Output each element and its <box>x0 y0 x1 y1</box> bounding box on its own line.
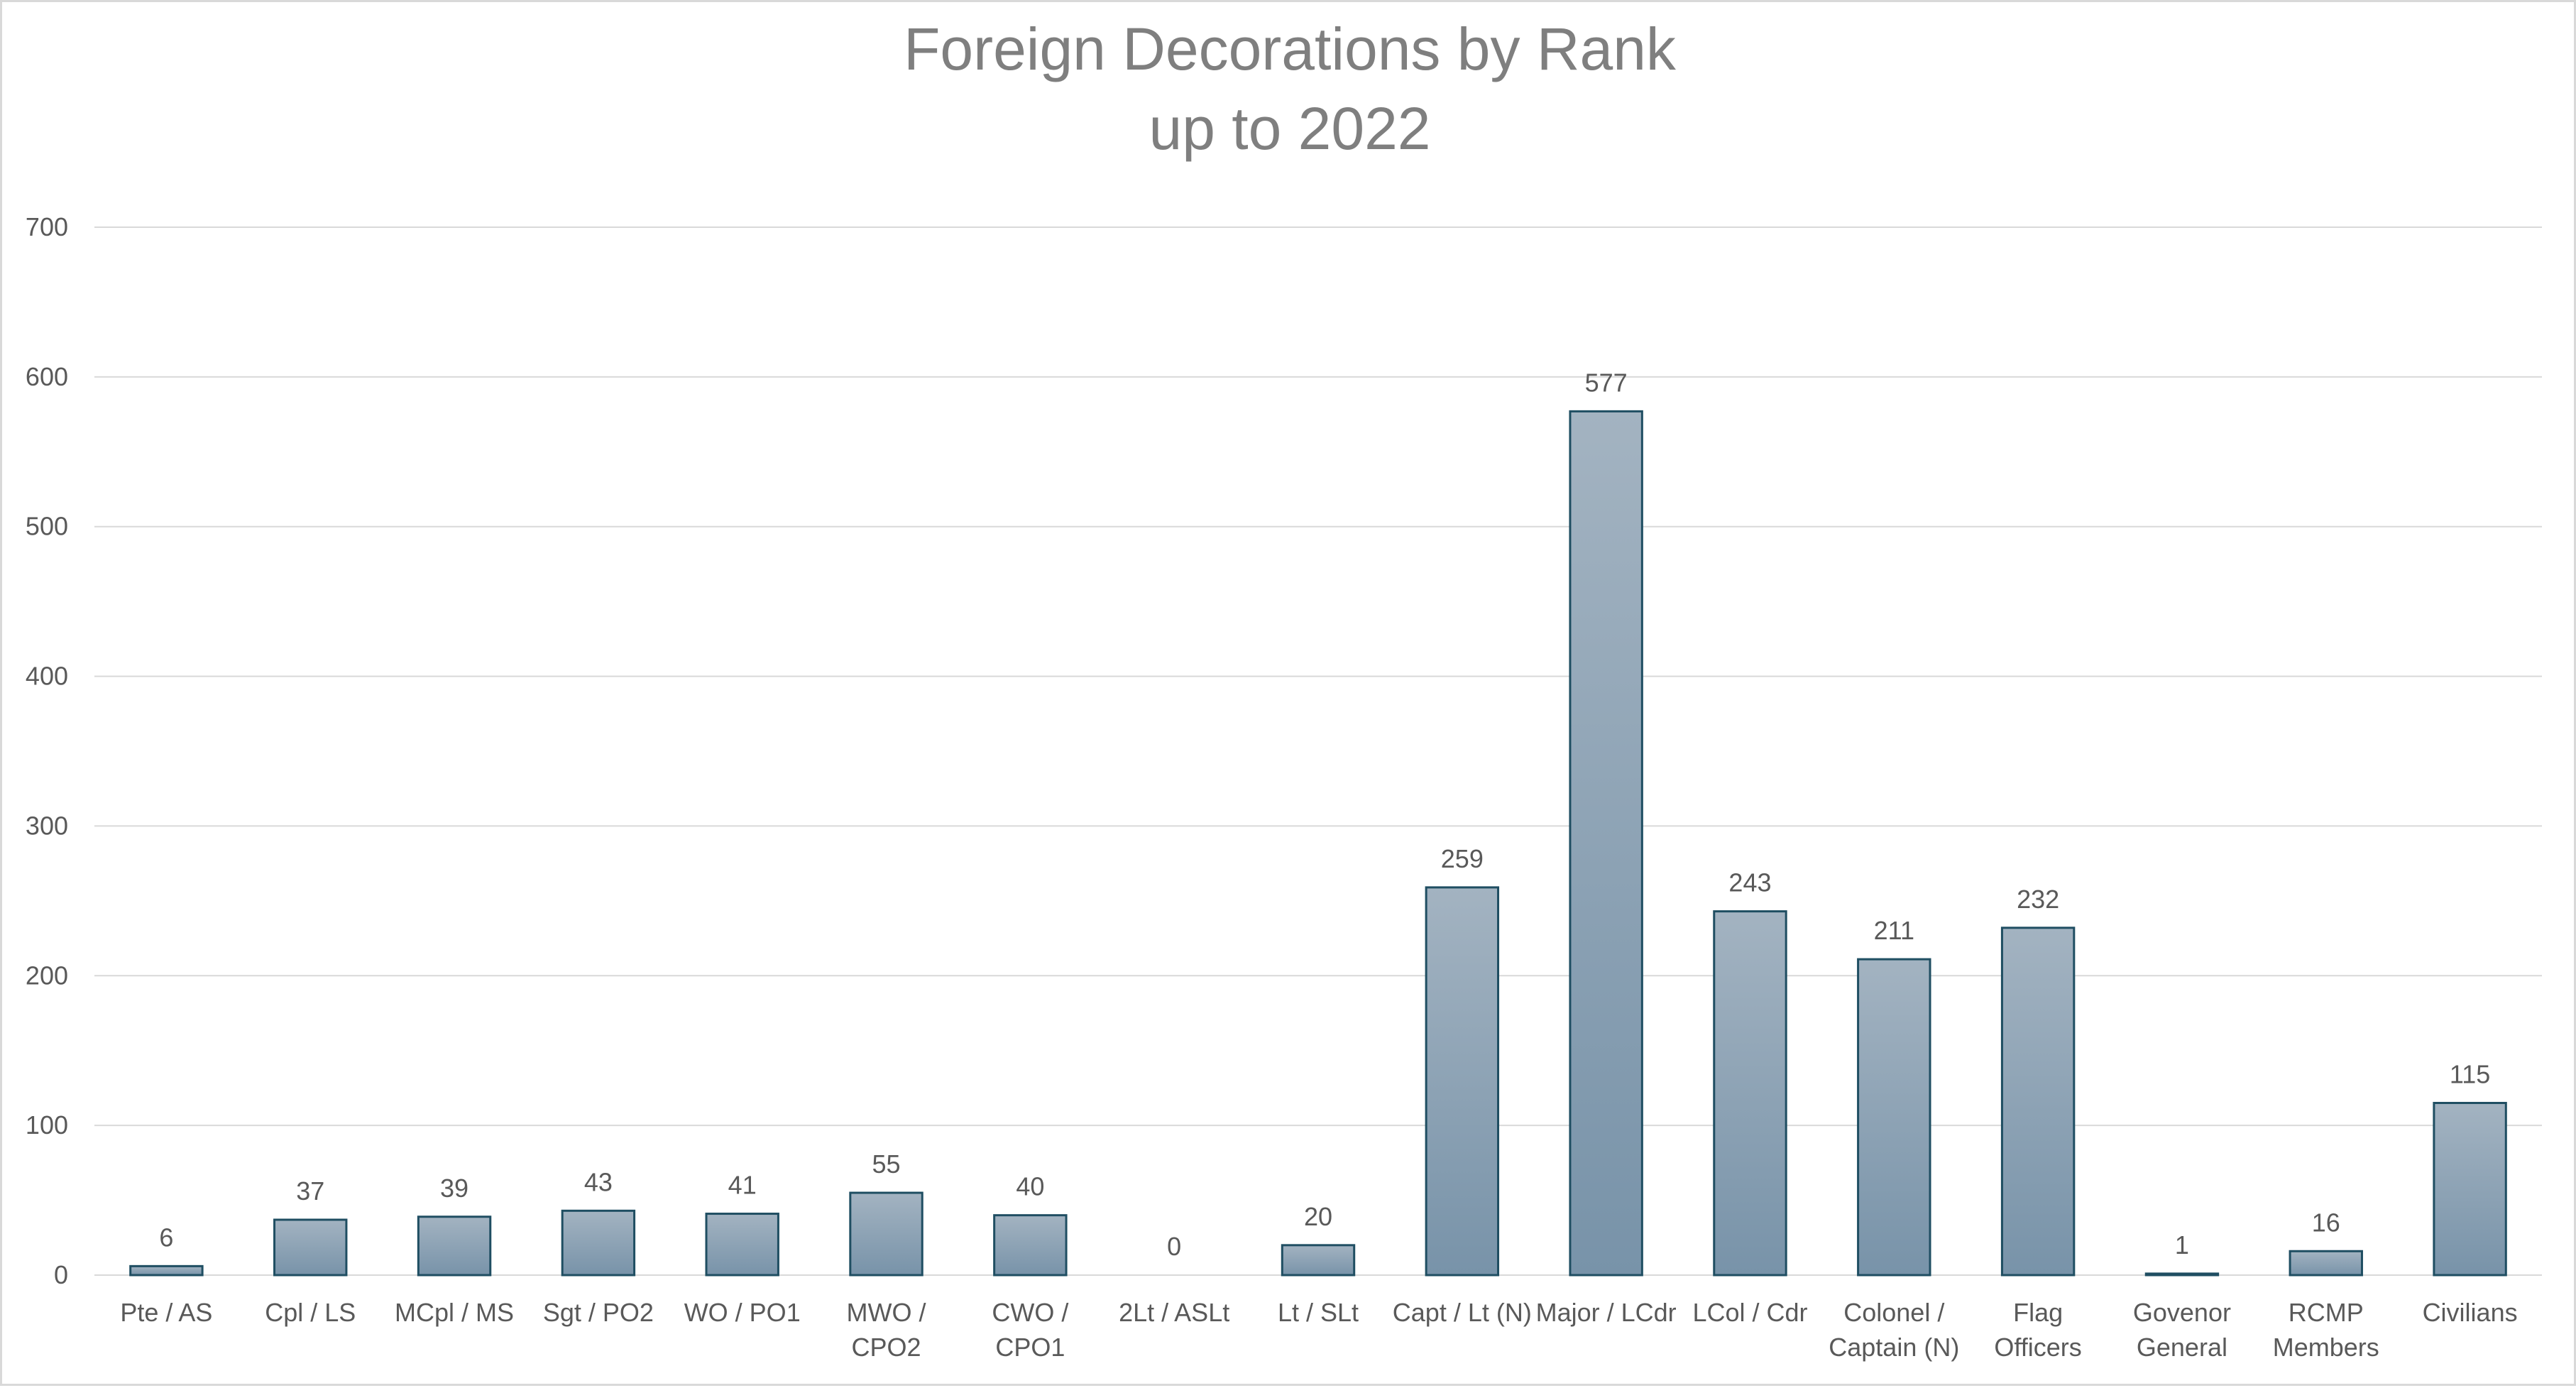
chart-title-line-1: Foreign Decorations by Rank <box>904 16 1677 82</box>
data-label-2: 39 <box>440 1174 468 1203</box>
y-tick-label-700: 700 <box>26 212 68 241</box>
category-labels: Pte / AS Cpl / LS MCpl / MS Sgt / PO2 WO / P… <box>120 1298 2517 1362</box>
y-tick-label-600: 600 <box>26 362 68 391</box>
category-label-0: Pte / AS <box>120 1298 212 1327</box>
category-label-3: Sgt / PO2 <box>543 1298 654 1327</box>
data-label-4: 41 <box>728 1171 757 1200</box>
data-label-3: 43 <box>584 1167 613 1196</box>
data-label-15: 16 <box>2312 1208 2340 1237</box>
data-label-11: 243 <box>1728 868 1771 897</box>
bar-13 <box>2000 927 2076 1277</box>
category-label-11: LCol / Cdr <box>1692 1298 1807 1327</box>
bar-3 <box>561 1209 636 1277</box>
bar-15 <box>2289 1250 2363 1277</box>
y-tick-label-300: 300 <box>26 811 68 840</box>
bar-10 <box>1569 410 1643 1277</box>
bar-5 <box>849 1191 923 1277</box>
category-label-1: Cpl / LS <box>265 1298 356 1327</box>
category-label-13: Flag Officers <box>1994 1298 2081 1362</box>
category-label-2: MCpl / MS <box>395 1298 514 1327</box>
category-label-8: Lt / SLt <box>1278 1298 1359 1327</box>
bar-14 <box>2144 1272 2220 1277</box>
y-axis-ticks: 0 100 200 300 400 500 600 700 <box>26 212 68 1289</box>
y-tick-label-100: 100 <box>26 1110 68 1140</box>
data-label-7: 0 <box>1167 1232 1181 1261</box>
bar-11 <box>1713 910 1787 1277</box>
bar-16 <box>2433 1102 2507 1277</box>
bar-1 <box>273 1218 348 1277</box>
chart-title: Foreign Decorations by Rank up to 2022 <box>904 16 1677 162</box>
data-labels: 6 37 39 43 41 55 40 0 20 259 577 243 211 232 1 16 115 <box>159 368 2490 1261</box>
y-tick-label-500: 500 <box>26 512 68 541</box>
data-label-0: 6 <box>159 1223 173 1252</box>
data-label-13: 232 <box>2017 885 2059 914</box>
data-label-10: 577 <box>1585 368 1628 397</box>
category-label-7: 2Lt / ASLt <box>1119 1298 1229 1327</box>
y-tick-label-400: 400 <box>26 662 68 691</box>
y-tick-label-200: 200 <box>26 961 68 990</box>
bar-0 <box>129 1264 204 1277</box>
gridlines <box>94 226 2542 1276</box>
category-label-6: CWO / CPO1 <box>992 1298 1068 1362</box>
y-tick-label-0: 0 <box>54 1260 68 1289</box>
bars <box>129 410 2507 1277</box>
category-label-10: Major / LCdr <box>1536 1298 1677 1327</box>
data-label-8: 20 <box>1304 1202 1332 1231</box>
data-label-6: 40 <box>1016 1172 1044 1201</box>
bar-12 <box>1857 958 1931 1277</box>
data-label-5: 55 <box>872 1149 901 1179</box>
data-label-9: 259 <box>1441 844 1484 873</box>
bar-9 <box>1425 886 1500 1277</box>
bar-8 <box>1281 1244 1356 1277</box>
category-label-9: Capt / Lt (N) <box>1393 1298 1532 1327</box>
bar-4 <box>705 1213 779 1277</box>
category-label-16: Civilians <box>2423 1298 2518 1327</box>
category-label-4: WO / PO1 <box>684 1298 801 1327</box>
category-label-15: RCMP Members <box>2273 1298 2379 1362</box>
bar-6 <box>993 1214 1068 1277</box>
data-label-1: 37 <box>296 1176 324 1206</box>
category-label-12: Colonel / Captain (N) <box>1829 1298 1959 1362</box>
bar-2 <box>417 1215 492 1277</box>
data-label-14: 1 <box>2175 1230 2189 1259</box>
category-label-14: Govenor General <box>2133 1298 2231 1362</box>
data-label-12: 211 <box>1874 916 1914 945</box>
category-label-5: MWO / CPO2 <box>847 1298 926 1362</box>
data-label-16: 115 <box>2450 1060 2490 1089</box>
chart-title-line-2: up to 2022 <box>1149 95 1430 162</box>
